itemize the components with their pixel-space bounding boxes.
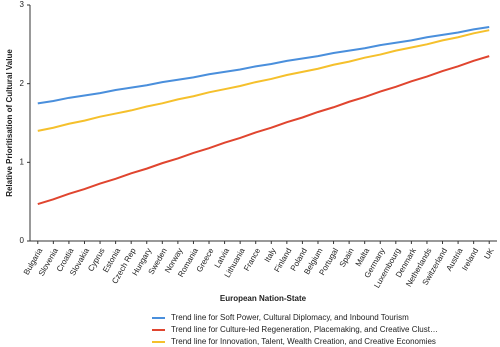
legend-label: Trend line for Culture-led Regeneration,…	[171, 325, 438, 334]
x-tick-label: Italy	[263, 247, 278, 264]
trend-line	[37, 26, 490, 105]
legend-label: Trend line for Innovation, Talent, Wealt…	[171, 337, 436, 346]
trend-line	[37, 29, 490, 132]
y-tick-label: 0	[20, 236, 25, 245]
legend-label: Trend line for Soft Power, Cultural Dipl…	[171, 313, 409, 322]
x-tick-label: UK	[482, 246, 496, 261]
y-tick-label: 3	[20, 0, 25, 9]
y-tick-label: 1	[20, 157, 25, 166]
y-axis-label: Relative Prioritisation of Cultural Valu…	[5, 49, 14, 197]
x-tick-label: Spain	[338, 247, 356, 269]
x-axis-label: European Nation-State	[220, 294, 307, 303]
y-tick-label: 2	[20, 79, 25, 88]
trend-line	[37, 55, 490, 205]
x-tick-label: France	[242, 246, 263, 273]
